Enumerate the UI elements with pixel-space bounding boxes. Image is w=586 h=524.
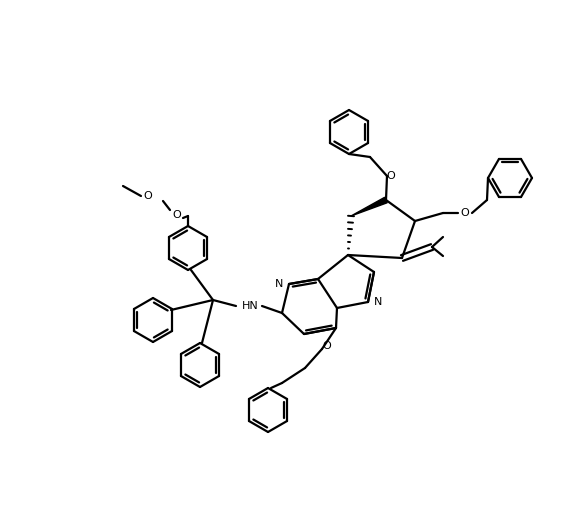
Text: HN: HN — [241, 301, 258, 311]
Text: O: O — [461, 208, 469, 218]
Text: O: O — [387, 171, 396, 181]
Text: O: O — [323, 341, 331, 351]
Text: O: O — [144, 191, 152, 201]
Text: O: O — [173, 210, 182, 220]
Text: N: N — [275, 279, 283, 289]
Text: N: N — [374, 297, 382, 307]
Polygon shape — [351, 197, 387, 216]
